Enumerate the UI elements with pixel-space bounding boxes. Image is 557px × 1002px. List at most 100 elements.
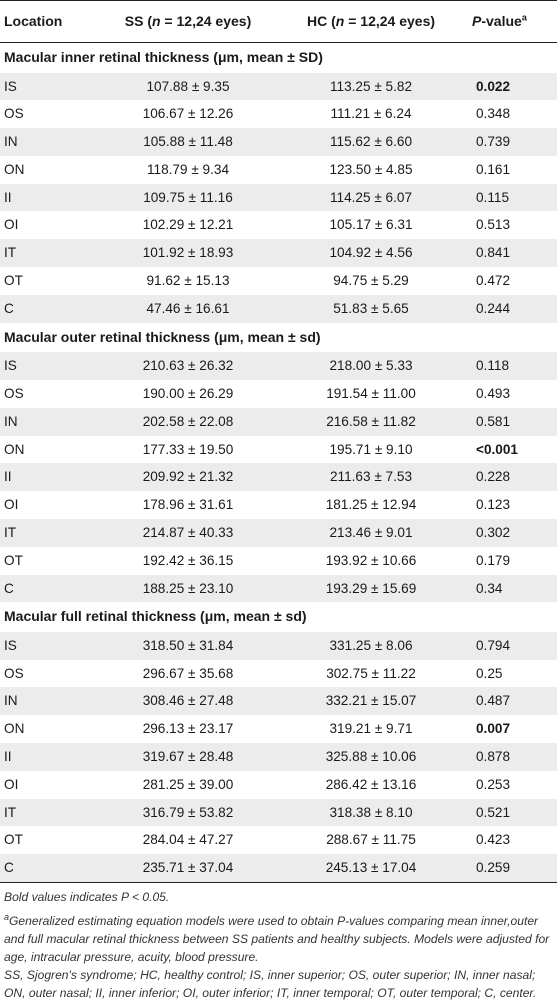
cell-hc-value: 332.21 ± 15.07 (276, 687, 466, 716)
cell-location: IS (0, 352, 100, 380)
cell-p-value: 0.493 (476, 385, 511, 401)
table-row: OT 192.42 ± 36.15 193.92 ± 10.66 0.179 (0, 547, 557, 575)
cell-location: C (0, 574, 100, 603)
table-row: ON 118.79 ± 9.34 123.50 ± 4.85 0.161 (0, 156, 557, 184)
table-row: OS 190.00 ± 26.29 191.54 ± 11.00 0.493 (0, 380, 557, 408)
cell-p-value: 0.253 (476, 776, 511, 792)
header-location: Location (0, 0, 100, 43)
cell-ss-value: 118.79 ± 9.34 (146, 161, 230, 177)
cell-p-value: 0.179 (476, 552, 511, 568)
footnote-abbreviations: SS, Sjogren's syndrome; HC, healthy cont… (4, 968, 537, 1000)
cell-hc-value: 218.00 ± 5.33 (276, 352, 466, 380)
cell-p-value: 0.118 (466, 352, 557, 380)
cell-ss-value: 318.50 ± 31.84 (100, 631, 276, 660)
cell-ss-value: 281.25 ± 39.00 (142, 776, 234, 792)
cell-ss-value: 107.88 ± 9.35 (100, 72, 276, 101)
cell-ss-value: 105.88 ± 11.48 (100, 128, 276, 156)
cell-hc-value: 51.83 ± 5.65 (276, 294, 466, 323)
cell-ss-value: 296.13 ± 23.17 (142, 721, 234, 737)
cell-hc-value: 181.25 ± 12.94 (325, 497, 417, 513)
cell-location: IS (0, 72, 100, 101)
table-row: II 209.92 ± 21.32 211.63 ± 7.53 0.228 (0, 463, 557, 492)
cell-hc-value: 211.63 ± 7.53 (276, 463, 466, 492)
cell-ss-value: 202.58 ± 22.08 (100, 407, 276, 436)
cell-p-value: 0.022 (466, 72, 557, 101)
cell-p-value: 0.25 (476, 665, 503, 681)
cell-ss-value: 177.33 ± 19.50 (142, 441, 234, 457)
cell-location: OT (4, 273, 23, 289)
cell-p-value: 0.841 (466, 239, 557, 268)
cell-hc-value: 325.88 ± 10.06 (276, 743, 466, 771)
cell-hc-value: 319.21 ± 9.71 (329, 721, 413, 737)
cell-p-value: 0.259 (466, 854, 557, 884)
cell-p-value: 0.423 (476, 832, 511, 848)
table-row: OI 102.29 ± 12.21 105.17 ± 6.31 0.513 (0, 211, 557, 239)
cell-p-value: 0.161 (476, 161, 511, 177)
section-title: Macular full retinal thickness (μm, mean… (4, 608, 307, 625)
table-row: OT 284.04 ± 47.27 288.67 ± 11.75 0.423 (0, 826, 557, 854)
cell-p-value: 0.794 (466, 631, 557, 660)
table-row: II 109.75 ± 11.16 114.25 ± 6.07 0.115 (0, 183, 557, 212)
cell-hc-value: 193.92 ± 10.66 (325, 552, 417, 568)
table-row: C 188.25 ± 23.10 193.29 ± 15.69 0.34 (0, 574, 557, 603)
header-p-value: P-valuea (466, 0, 557, 43)
cell-hc-value: 288.67 ± 11.75 (326, 832, 416, 848)
cell-hc-value: 123.50 ± 4.85 (329, 161, 413, 177)
cell-p-value: 0.521 (466, 798, 557, 827)
cell-ss-value: 192.42 ± 36.15 (142, 552, 234, 568)
cell-hc-value: 193.29 ± 15.69 (276, 574, 466, 603)
table-row: IS 318.50 ± 31.84 331.25 ± 8.06 0.794 (0, 631, 557, 660)
cell-location: OI (4, 497, 19, 513)
table-row: OS 296.67 ± 35.68 302.75 ± 11.22 0.25 (0, 660, 557, 688)
cell-ss-value: 214.87 ± 40.33 (100, 518, 276, 547)
cell-p-value: 0.007 (476, 721, 511, 737)
cell-location: IN (0, 407, 100, 436)
cell-location: IN (0, 128, 100, 156)
table-row: IN 105.88 ± 11.48 115.62 ± 6.60 0.739 (0, 128, 557, 156)
cell-location: ON (4, 721, 25, 737)
section-title: Macular inner retinal thickness (μm, mea… (4, 49, 323, 65)
cell-hc-value: 191.54 ± 11.00 (326, 385, 416, 401)
cell-location: OS (4, 385, 24, 401)
cell-location: IT (0, 239, 100, 268)
cell-ss-value: 284.04 ± 47.27 (142, 832, 234, 848)
cell-hc-value: 114.25 ± 6.07 (276, 183, 466, 212)
table-row: ON 296.13 ± 23.17 319.21 ± 9.71 0.007 (0, 715, 557, 743)
table-row: OT 91.62 ± 15.13 94.75 ± 5.29 0.472 (0, 267, 557, 295)
cell-hc-value: 113.25 ± 5.82 (276, 72, 466, 101)
cell-location: IT (0, 518, 100, 547)
cell-hc-value: 105.17 ± 6.31 (329, 217, 413, 233)
cell-ss-value: 235.71 ± 37.04 (100, 854, 276, 884)
table-row: IS 107.88 ± 9.35 113.25 ± 5.82 0.022 (0, 72, 557, 101)
cell-ss-value: 308.46 ± 27.48 (100, 687, 276, 716)
cell-location: OI (4, 217, 19, 233)
cell-ss-value: 101.92 ± 18.93 (100, 239, 276, 268)
cell-p-value: 0.487 (466, 687, 557, 716)
cell-ss-value: 106.67 ± 12.26 (142, 106, 234, 122)
cell-p-value: 0.302 (466, 518, 557, 547)
cell-location: OT (4, 832, 23, 848)
section-header-row: Macular outer retinal thickness (μm, mea… (0, 322, 557, 353)
cell-location: C (0, 854, 100, 884)
cell-location: IS (0, 631, 100, 660)
cell-hc-value: 111.21 ± 6.24 (330, 106, 412, 122)
retinal-thickness-table: Location SS (n = 12,24 eyes) HC (n = 12,… (0, 0, 557, 884)
cell-p-value: 0.739 (466, 128, 557, 156)
table-row: IT 316.79 ± 53.82 318.38 ± 8.10 0.521 (0, 798, 557, 827)
cell-ss-value: 319.67 ± 28.48 (100, 743, 276, 771)
cell-p-value: 0.228 (466, 463, 557, 492)
cell-hc-value: 286.42 ± 13.16 (325, 776, 417, 792)
section-header-row: Macular full retinal thickness (μm, mean… (0, 602, 557, 632)
cell-hc-value: 115.62 ± 6.60 (276, 128, 466, 156)
cell-hc-value: 245.13 ± 17.04 (276, 854, 466, 884)
table-footnotes: Bold values indicates P < 0.05. aGeneral… (4, 888, 554, 1002)
footnote-bold: Bold values indicates P < 0.05. (4, 890, 170, 904)
cell-ss-value: 190.00 ± 26.29 (142, 385, 234, 401)
cell-hc-value: 318.38 ± 8.10 (276, 798, 466, 827)
cell-location: IT (0, 798, 100, 827)
table-row: OS 106.67 ± 12.26 111.21 ± 6.24 0.348 (0, 100, 557, 128)
cell-p-value: 0.115 (466, 183, 557, 212)
cell-location: OS (4, 665, 24, 681)
cell-location: OI (4, 776, 19, 792)
cell-location: II (0, 463, 100, 492)
